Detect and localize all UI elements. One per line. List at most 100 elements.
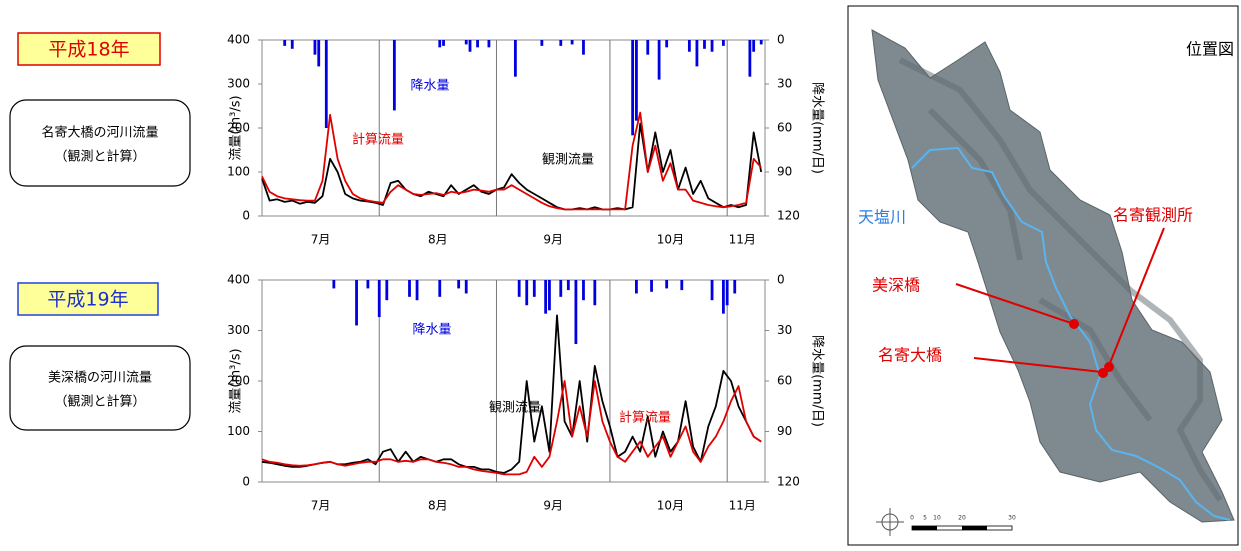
y-tick-label: 0 (242, 475, 250, 489)
scale-label: 20 (958, 515, 966, 522)
y-axis-label: 流量(m³/s) (229, 348, 244, 413)
rain-bar (355, 280, 358, 325)
y2-tick-label: 60 (777, 374, 792, 388)
y-tick-label: 400 (227, 33, 250, 47)
y-tick-label: 300 (227, 77, 250, 91)
station-label: 名寄大橋 (878, 346, 942, 365)
scale-label: 0 (910, 515, 914, 522)
scale-label: 30 (1008, 515, 1016, 522)
plot-area (262, 280, 765, 482)
map-title: 位置図 (1186, 40, 1234, 59)
caption: 名寄大橋の河川流量 (41, 125, 158, 141)
rain-bar (696, 40, 699, 66)
rain-bar (582, 40, 585, 55)
rain-bar (476, 40, 479, 47)
station-label: 美深橋 (872, 276, 920, 295)
series-label: 観測流量 (542, 153, 594, 168)
rain-bar (748, 40, 751, 77)
caption: （観測と計算） (54, 394, 145, 410)
rain-bar (711, 40, 714, 52)
figure: 平成18年 名寄大橋の河川流量 （観測と計算） 平成19年 美深橋の河川流量 （… (0, 0, 1241, 547)
y2-tick-label: 30 (777, 77, 792, 91)
scale-bar (962, 526, 987, 530)
rain-bar (469, 40, 472, 52)
station-dot (1104, 362, 1114, 372)
x-tick-label: 11月 (729, 233, 756, 247)
rain-bar (680, 280, 683, 290)
rain-bar (393, 40, 396, 110)
rain-bar (631, 40, 634, 135)
rain-bar (385, 280, 388, 300)
y-tick-label: 100 (227, 424, 250, 438)
rain-bar (582, 280, 585, 300)
x-tick-label: 10月 (657, 233, 684, 247)
station-label: 名寄観測所 (1113, 206, 1193, 225)
x-tick-label: 9月 (543, 233, 563, 247)
rain-bar (317, 40, 320, 66)
caption: 美深橋の河川流量 (48, 371, 152, 386)
rain-bar (416, 280, 419, 300)
rain-bar (408, 280, 411, 297)
rain-bar (465, 280, 468, 293)
rain-bar (366, 280, 369, 288)
rain-bar (665, 40, 668, 47)
y2-tick-label: 90 (777, 424, 792, 438)
rain-bar (291, 40, 294, 49)
scale-label: 5 (923, 515, 927, 522)
scale-bar (912, 526, 937, 530)
y-tick-label: 0 (242, 209, 250, 223)
station-dot (1069, 319, 1079, 329)
rain-bar (438, 40, 441, 47)
rain-bar (442, 40, 445, 46)
y2-tick-label: 120 (777, 475, 800, 489)
rain-bar (314, 40, 317, 55)
rain-bar (711, 280, 714, 300)
rain-bar (518, 280, 521, 297)
rain-bar (438, 280, 441, 297)
rain-bar (658, 40, 661, 80)
year-label: 平成18年 (48, 39, 129, 61)
rain-bar (525, 280, 528, 305)
y2-tick-label: 90 (777, 165, 792, 179)
rain-bar (283, 40, 286, 46)
rain-bar (646, 40, 649, 55)
rain-bar (465, 40, 468, 44)
year-label: 平成19年 (47, 289, 128, 311)
rain-bar (593, 280, 596, 305)
rain-bar (722, 40, 725, 46)
y2-tick-label: 120 (777, 209, 800, 223)
rain-bar (325, 40, 328, 128)
rain-bar (378, 280, 381, 317)
rain-bar (567, 280, 570, 290)
x-tick-label: 8月 (428, 499, 448, 513)
rain-bar (559, 280, 562, 297)
x-tick-label: 7月 (311, 233, 331, 247)
rain-bar (540, 40, 543, 46)
rain-bar (722, 280, 725, 314)
y2-tick-label: 30 (777, 323, 792, 337)
rain-bar (650, 280, 653, 292)
rain-bar (571, 40, 574, 44)
plot-area (262, 40, 765, 216)
scale-label: 10 (933, 515, 941, 522)
y2-axis-label: 降水量(mm/日) (810, 82, 825, 174)
rain-bar (703, 40, 706, 49)
y-axis-label: 流量(m³/s) (229, 95, 244, 160)
caption-box (10, 346, 190, 430)
rain-bar (544, 280, 547, 314)
river-label: 天塩川 (858, 208, 906, 227)
rain-bar (726, 280, 729, 305)
rain-bar (733, 280, 736, 293)
caption: （観測と計算） (54, 149, 145, 165)
x-tick-label: 9月 (543, 499, 563, 513)
rain-bar (665, 280, 668, 288)
rain-bar (688, 40, 691, 52)
chart: 7月8月9月10月11月01002003004000306090120流量(m³… (227, 273, 824, 513)
rain-bar (548, 280, 551, 310)
series-label: 降水量 (410, 79, 449, 94)
map: 位置図 天塩川 名寄観測所 美深橋 名寄大橋 0 5 10 20 30 (848, 6, 1238, 545)
series-label: 降水量 (412, 323, 451, 338)
rain-bar (514, 40, 517, 77)
rain-bar (457, 280, 460, 288)
